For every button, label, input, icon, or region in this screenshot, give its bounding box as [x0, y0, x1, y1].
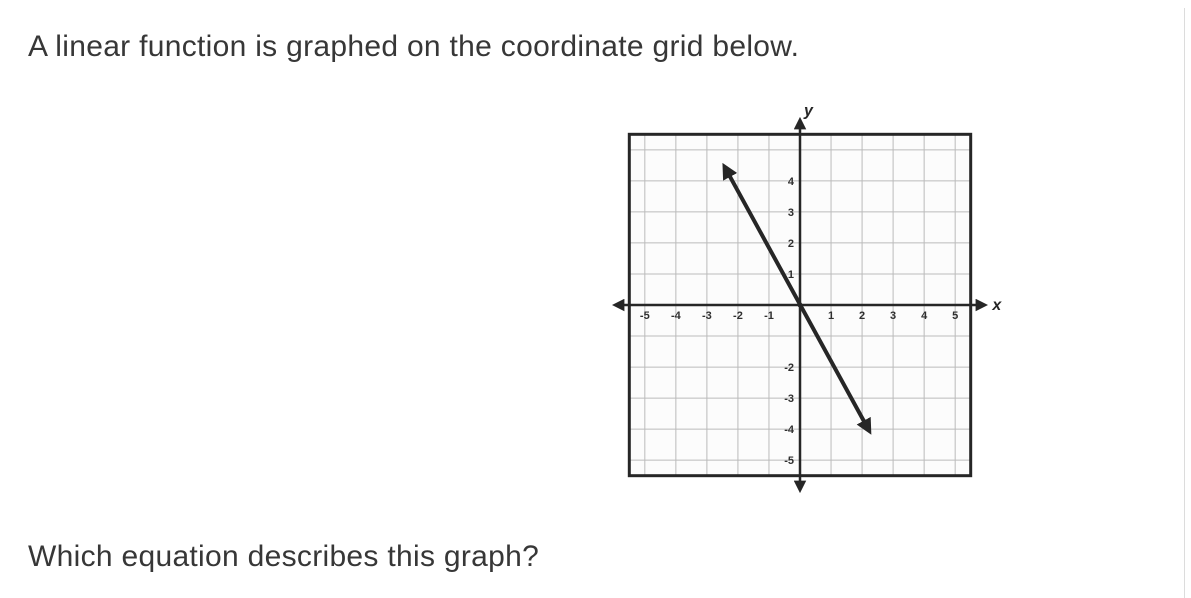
svg-text:-2: -2: [784, 362, 794, 374]
svg-text:-4: -4: [784, 424, 795, 436]
svg-text:2: 2: [788, 238, 794, 250]
chart-svg: x y -5 -4 -3 -2 -1 1 2 3 4 5 1 2 3 4 -2 -3 -4 -5: [590, 95, 1010, 515]
page: A linear function is graphed on the coor…: [0, 0, 1191, 598]
coordinate-grid-chart: x y -5 -4 -3 -2 -1 1 2 3 4 5 1 2 3 4 -2 -3 -4 -5: [590, 95, 1010, 515]
svg-text:4: 4: [788, 176, 795, 188]
svg-text:4: 4: [921, 310, 928, 322]
svg-text:-5: -5: [640, 310, 650, 322]
svg-text:3: 3: [788, 207, 794, 219]
svg-text:y: y: [803, 103, 814, 120]
page-right-divider: [1184, 8, 1185, 598]
svg-text:1: 1: [788, 269, 794, 281]
question-intro-text: A linear function is graphed on the coor…: [28, 30, 799, 64]
svg-text:-1: -1: [764, 310, 774, 322]
svg-text:-3: -3: [784, 393, 794, 405]
svg-text:-5: -5: [784, 455, 794, 467]
svg-text:2: 2: [859, 310, 865, 322]
svg-text:-4: -4: [671, 310, 682, 322]
svg-text:5: 5: [952, 310, 958, 322]
svg-text:1: 1: [828, 310, 834, 322]
svg-text:x: x: [991, 297, 1002, 314]
question-ask-text: Which equation describes this graph?: [28, 540, 539, 574]
svg-text:-2: -2: [733, 310, 743, 322]
svg-text:-3: -3: [702, 310, 712, 322]
svg-text:3: 3: [890, 310, 896, 322]
